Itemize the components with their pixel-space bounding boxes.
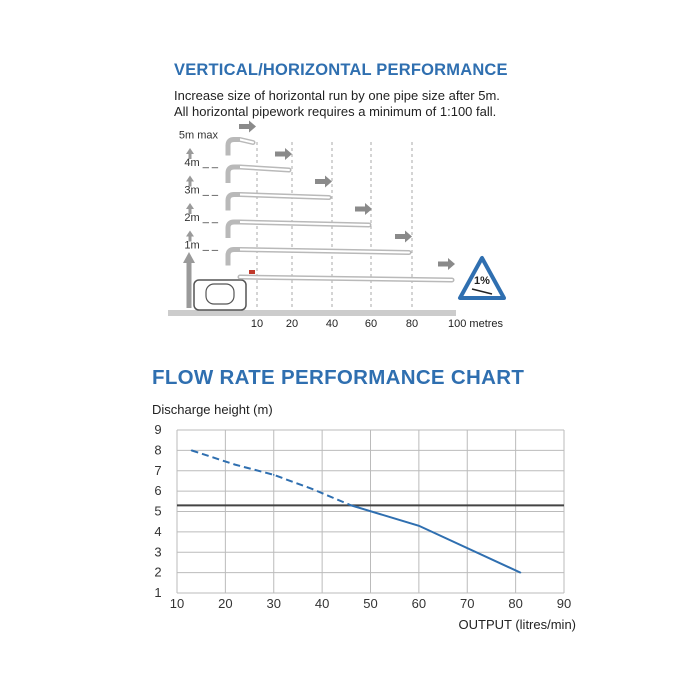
height-arrow-icon-1 (186, 148, 194, 154)
pipe-riser-3 (225, 219, 240, 238)
pipe-run-inner-3 (239, 221, 370, 226)
pipe-runs: 5m max 4m _ _ 3m _ _ 2m _ _ 1m _ _ 10 20 40 60 80… (168, 120, 504, 330)
x-tick-label-5: 60 (412, 596, 426, 611)
y-tick-label-3: 4 (154, 524, 161, 539)
series-0-point-2 (272, 474, 275, 476)
pump-cover (205, 283, 235, 305)
height-arrow-shaft-3 (188, 209, 192, 214)
pipe-riser-0 (225, 137, 240, 156)
y-axis-label: Discharge height (m) (152, 402, 273, 417)
y-tick-label-1: 2 (154, 565, 161, 580)
x-tick-label-7: 80 (508, 596, 522, 611)
y-tick-label-0: 1 (154, 585, 161, 600)
performance-note-line-2: All horizontal pipework requires a minim… (174, 104, 497, 119)
pipe-riser-4 (225, 247, 240, 266)
height-arrow-icon-2 (186, 175, 194, 182)
rise-arrow-icon (183, 252, 195, 263)
run-label-4: 80 (406, 318, 418, 330)
pipe-run-inner-4 (239, 248, 410, 254)
y-tick-label-2: 3 (154, 544, 161, 559)
height-arrow-shaft-4 (188, 236, 192, 242)
flow-arrow-shaft-2 (315, 179, 325, 184)
flow-arrow-shaft-0 (239, 124, 249, 129)
y-tick-label-5: 6 (154, 483, 161, 498)
height-arrow-shaft-2 (188, 181, 192, 187)
x-tick-label-2: 30 (267, 596, 281, 611)
chart-ticks: 10 20 30 40 50 60 70 80 90 1 2 3 4 5 6 7 8 9 (154, 422, 571, 611)
floor-line (168, 310, 456, 316)
flow-arrow-shaft-4 (395, 234, 405, 239)
series-0-point-1 (234, 463, 236, 466)
run-label-1: 20 (286, 318, 298, 330)
flow-arrow-icon-4 (405, 230, 412, 243)
series-0-point-3 (311, 488, 314, 490)
pipe-riser-1 (225, 164, 240, 183)
series-1-point-1 (418, 524, 420, 527)
height-arrow-icon-4 (186, 230, 194, 237)
performance-diagram: 5m max 4m _ _ 3m _ _ 2m _ _ 1m _ _ 10 20 40 60 80… (168, 120, 506, 330)
height-label-1: 4m _ _ (184, 157, 219, 169)
y-tick-label-7: 8 (154, 442, 161, 457)
pipe-riser-2 (225, 192, 240, 211)
series-0-point-0 (190, 449, 193, 452)
flow-rate-chart: Discharge height (m) 10 20 30 40 50 60 70 80 901… (152, 402, 576, 632)
run-label-5: 100 metres (448, 318, 504, 330)
x-tick-label-3: 40 (315, 596, 329, 611)
x-tick-label-1: 20 (218, 596, 232, 611)
height-arrow-icon-3 (186, 203, 194, 209)
y-tick-label-6: 7 (154, 463, 161, 478)
pipe-run-inner-0 (239, 138, 254, 144)
series-1-point-0 (350, 504, 352, 507)
flow-arrow-icon-0 (249, 120, 256, 133)
pipe-run-inner-2 (239, 193, 330, 199)
height-label-3: 2m _ _ (184, 212, 219, 224)
y-tick-label-8: 9 (154, 422, 161, 437)
x-axis-label: OUTPUT (litres/min) (459, 617, 576, 632)
run-label-2: 40 (326, 318, 338, 330)
fall-slope-icon (471, 288, 493, 295)
flow-arrow-shaft-1 (275, 151, 285, 157)
chart-series (177, 449, 564, 574)
x-tick-label-4: 50 (363, 596, 377, 611)
height-label-4: 1m _ _ (184, 240, 219, 252)
series-line-0 (191, 449, 352, 507)
flow-arrow-icon-2 (325, 175, 332, 188)
run-label-0: 10 (251, 318, 263, 330)
performance-title: VERTICAL/HORIZONTAL PERFORMANCE (174, 61, 508, 79)
pump-valve-icon (249, 270, 255, 274)
flow-arrow-icon-3 (365, 203, 372, 215)
x-tick-label-6: 70 (460, 596, 474, 611)
height-label-2: 3m _ _ (184, 185, 219, 197)
flow-arrow-icon-1 (285, 148, 292, 160)
run-label-3: 60 (365, 318, 377, 330)
flow-arrow-shaft-3 (355, 206, 365, 212)
fall-triangle-icon (458, 256, 506, 300)
height-arrow-shaft-1 (188, 154, 192, 159)
fall-badge-text: 1% (474, 275, 490, 287)
pipe-run-inner-1 (239, 166, 290, 171)
performance-note-line-1: Increase size of horizontal run by one p… (174, 88, 500, 103)
x-tick-label-8: 90 (557, 596, 571, 611)
pipe-run-inner-5 (239, 276, 453, 281)
fall-badge-group: 1% (458, 256, 506, 300)
series-line-1 (350, 504, 521, 574)
flow-arrow-icon-5 (448, 258, 455, 270)
chart-title: FLOW RATE PERFORMANCE CHART (152, 366, 525, 389)
flow-arrow-shaft-5 (438, 261, 448, 267)
series-1-point-2 (519, 571, 522, 574)
y-tick-label-4: 5 (154, 504, 161, 519)
chart-grid (176, 429, 565, 594)
height-label-0: 5m max (179, 130, 219, 142)
x-tick-label-0: 10 (170, 596, 184, 611)
